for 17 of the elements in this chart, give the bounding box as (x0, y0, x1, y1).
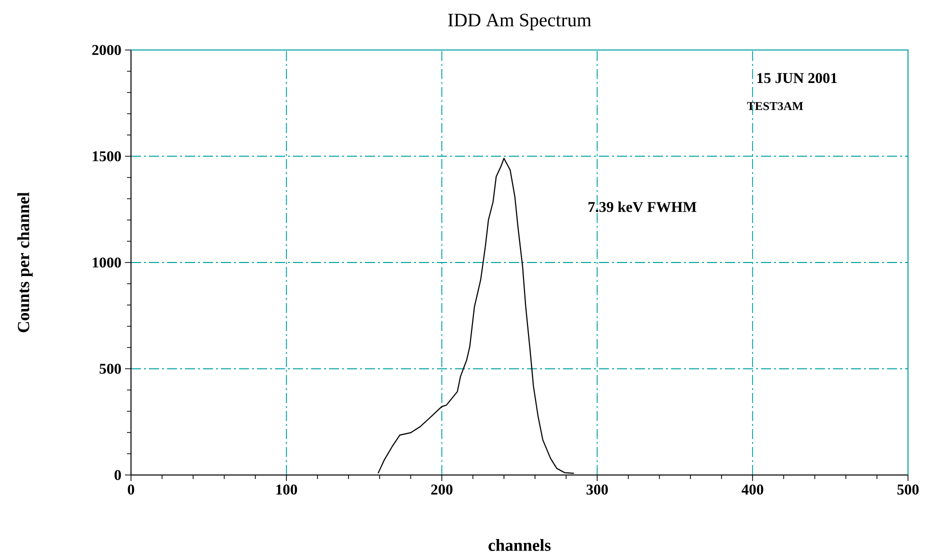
x-tick-label: 0 (128, 484, 134, 495)
y-tick-label: 0 (114, 470, 121, 480)
annotation: 15 JUN 2001 (757, 73, 837, 84)
x-tick-label: 200 (431, 484, 452, 495)
x-axis-title: channels (488, 539, 551, 551)
y-tick-label: 1500 (92, 151, 121, 162)
x-tick-label: 400 (742, 484, 764, 495)
y-tick-label: 2000 (92, 44, 121, 56)
y-axis-title: Counts per channel (17, 192, 33, 332)
annotation: 7.39 keV FWHM (588, 202, 696, 212)
chart-title: IDD Am Spectrum (448, 14, 592, 30)
x-tick-label: 500 (897, 484, 919, 495)
x-tick-label: 100 (276, 484, 298, 495)
y-tick-label: 500 (100, 364, 121, 374)
annotation: TEST3AM (747, 102, 804, 110)
y-tick-label: 1000 (92, 257, 121, 268)
x-tick-label: 300 (586, 484, 608, 495)
